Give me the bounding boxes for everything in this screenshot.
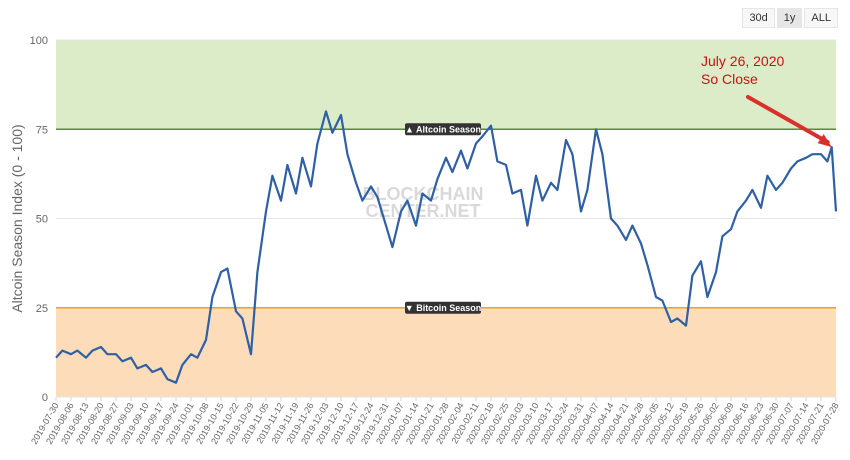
y-tick-label-0: 0 <box>42 392 48 404</box>
band-labels: ▲ Altcoin Season ▼ Bitcoin Season <box>405 123 481 314</box>
annotation-text-0: July 26, 2020 <box>701 53 784 69</box>
y-tick-label-50: 50 <box>36 214 48 226</box>
annotation-text-1: So Close <box>701 71 758 87</box>
band-label-bg-0 <box>405 123 481 136</box>
band-label-bg-1 <box>405 301 481 314</box>
range-all-button[interactable]: ALL <box>804 8 838 28</box>
y-axis-label: Altcoin Season Index (0 - 100) <box>9 124 25 312</box>
band-label-text-0: ▲ Altcoin Season <box>405 124 481 134</box>
band-label-text-1: ▼ Bitcoin Season <box>405 303 481 313</box>
watermark-line-1: CENTER.NET <box>365 201 480 221</box>
band-label-0: ▲ Altcoin Season <box>405 123 481 136</box>
y-axis-ticks: 0 25 50 75 100 <box>30 35 48 404</box>
y-tick-label-75: 75 <box>36 124 48 136</box>
season-bands <box>56 40 836 397</box>
band-area-0 <box>56 40 836 130</box>
band-label-1: ▼ Bitcoin Season <box>405 301 481 314</box>
x-axis-ticks: 2019-07-302019-08-062019-08-132019-08-20… <box>29 397 841 446</box>
range-30d-button[interactable]: 30d <box>742 8 775 28</box>
band-area-1 <box>56 307 836 397</box>
y-tick-label-100: 100 <box>30 35 48 47</box>
range-selector: 30d 1y ALL <box>742 8 838 28</box>
range-1y-button[interactable]: 1y <box>776 8 803 28</box>
series-line-group <box>55 110 838 384</box>
annotation-arrow <box>746 95 830 145</box>
annotation: July 26, 2020 So Close <box>701 53 832 148</box>
annotation-arrowhead <box>817 134 832 148</box>
series-line-0 <box>55 110 838 384</box>
y-tick-label-25: 25 <box>36 303 48 315</box>
